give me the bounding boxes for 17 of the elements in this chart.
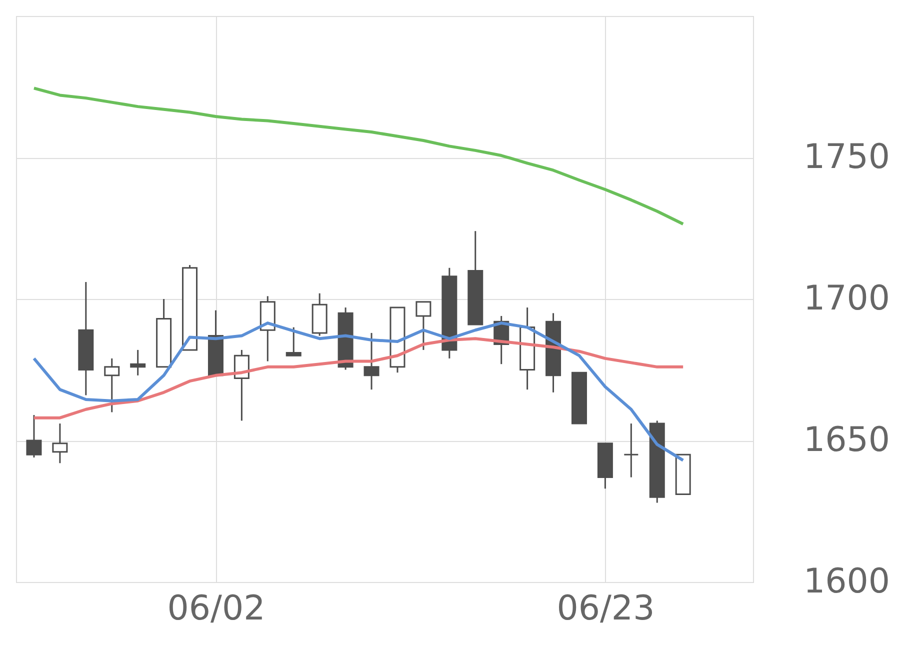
candlestick (364, 332, 380, 390)
y-tick-label: 1600 (804, 562, 890, 602)
y-tick-label: 1650 (804, 420, 890, 460)
candlestick (26, 414, 42, 458)
y-tick-label: 1700 (804, 278, 890, 318)
y-tick-label: 1750 (804, 137, 890, 177)
line-series (32, 86, 685, 226)
candlestick (416, 301, 432, 351)
candlestick (623, 422, 639, 478)
candlestick (104, 358, 120, 413)
line-series (32, 322, 685, 462)
x-tick-label: 06/02 (167, 588, 266, 628)
candlestick (286, 326, 302, 356)
candlestick (130, 349, 146, 376)
x-tick-label: 06/23 (556, 588, 655, 628)
candlestick (52, 422, 68, 464)
line-series (32, 337, 685, 420)
